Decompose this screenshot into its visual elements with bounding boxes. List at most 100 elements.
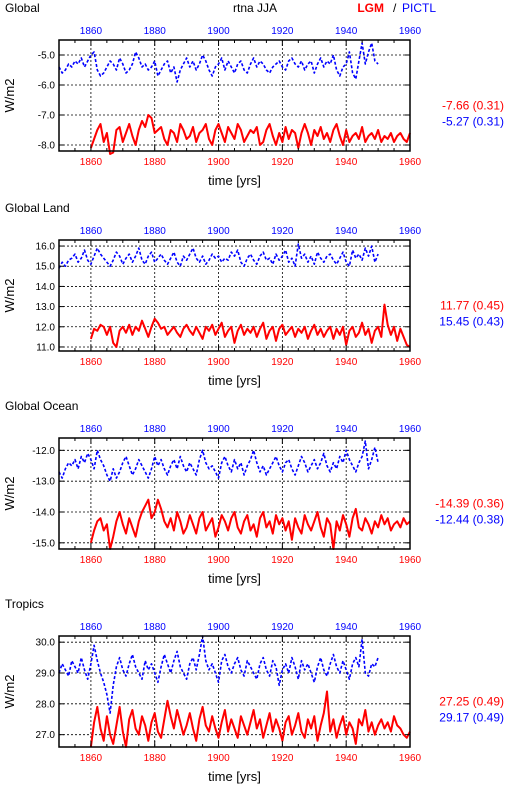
y-tick-label: 13.0 — [36, 302, 56, 313]
x-tick-label-bottom: 1960 — [399, 357, 422, 368]
x-tick-label-bottom: 1880 — [144, 555, 167, 566]
x-tick-label-top: 1880 — [144, 226, 167, 237]
lgm-series-line — [89, 498, 411, 550]
x-tick-label-top: 1940 — [335, 424, 358, 435]
y-tick-label: 29.0 — [36, 669, 56, 680]
y-tick-label: 11.0 — [36, 342, 55, 353]
panel-3: Global Ocean -12.0 -13.0 -14.0 -15.0 1860 1880… — [2, 399, 504, 586]
y-tick-label: 16.0 — [36, 242, 56, 253]
pictl-stat-label: -12.44 (0.38) — [435, 513, 504, 527]
pictl-series-line — [58, 440, 379, 483]
x-tick-label-bottom: 1860 — [80, 753, 103, 764]
panel-title: Global Ocean — [5, 399, 78, 413]
x-axis-label: time [yrs] — [208, 571, 261, 586]
y-tick-label: 14.0 — [36, 282, 56, 293]
x-tick-label-bottom: 1860 — [80, 357, 103, 368]
y-tick-label: -6.0 — [38, 81, 56, 92]
y-tick-label: -13.0 — [32, 477, 55, 488]
pictl-stat-label: -5.27 (0.31) — [442, 115, 504, 129]
x-tick-label-top: 1900 — [207, 424, 230, 435]
x-tick-label-top: 1920 — [271, 226, 294, 237]
y-tick-label: -12.0 — [32, 446, 55, 457]
x-axis-label: time [yrs] — [208, 769, 261, 784]
y-tick-label: -7.0 — [38, 111, 56, 122]
y-axis-label: W/m2 — [2, 279, 17, 313]
y-tick-label: 12.0 — [36, 322, 56, 333]
x-tick-label-bottom: 1880 — [144, 357, 167, 368]
x-tick-label-bottom: 1960 — [399, 555, 422, 566]
lgm-series-line — [89, 303, 411, 348]
x-tick-label-bottom: 1920 — [271, 753, 294, 764]
x-tick-label-top: 1900 — [207, 26, 230, 37]
x-tick-label-top: 1900 — [207, 226, 230, 237]
x-tick-label-bottom: 1940 — [335, 357, 358, 368]
figure-header: Global rtna JJA LGM / PICTL — [5, 1, 436, 15]
x-tick-label-top: 1920 — [271, 424, 294, 435]
y-tick-label: 15.0 — [36, 262, 56, 273]
y-axis-label: W/m2 — [2, 79, 17, 113]
x-axis-label: time [yrs] — [208, 173, 261, 188]
panel-2: Global Land 16.0 15.0 14.0 13.0 12.0 11.0 1860 1… — [2, 201, 504, 388]
x-tick-label-top: 1960 — [399, 226, 422, 237]
x-tick-label-bottom: 1900 — [207, 157, 230, 168]
panel-1: -5.0 -6.0 -7.0 -8.0 1860 1880 1900 1920 1940 1960… — [2, 26, 504, 188]
x-tick-label-top: 1880 — [144, 26, 167, 37]
x-tick-label-top: 1860 — [80, 226, 103, 237]
lgm-stat-label: 11.77 (0.45) — [440, 299, 504, 313]
x-tick-label-bottom: 1940 — [335, 753, 358, 764]
lgm-series-line — [89, 690, 411, 748]
lgm-stat-label: 27.25 (0.49) — [439, 695, 504, 709]
panels: -5.0 -6.0 -7.0 -8.0 1860 1880 1900 1920 1940 1960… — [2, 26, 504, 784]
x-tick-label-top: 1960 — [399, 424, 422, 435]
x-axis-label: time [yrs] — [208, 373, 261, 388]
pictl-series-line — [58, 635, 379, 714]
pictl-stat-label: 15.45 (0.43) — [439, 315, 504, 329]
panel-title: Tropics — [5, 597, 44, 611]
x-tick-label-top: 1860 — [80, 26, 103, 37]
x-tick-label-top: 1940 — [335, 622, 358, 633]
legend-label-lgm: LGM — [357, 1, 384, 15]
x-tick-label-top: 1920 — [271, 622, 294, 633]
lgm-stat-label: -7.66 (0.31) — [442, 99, 504, 113]
x-tick-label-top: 1960 — [399, 26, 422, 37]
x-tick-label-bottom: 1900 — [207, 357, 230, 368]
variable-label: rtna JJA — [233, 1, 277, 15]
panel-4: Tropics 30.0 29.0 28.0 27.0 1860 1880 1900 1920 1… — [2, 597, 504, 784]
x-tick-label-bottom: 1960 — [399, 157, 422, 168]
pictl-series-line — [58, 243, 379, 269]
x-tick-label-bottom: 1920 — [271, 357, 294, 368]
x-tick-label-top: 1880 — [144, 622, 167, 633]
x-tick-label-bottom: 1860 — [80, 157, 103, 168]
x-tick-label-bottom: 1880 — [144, 753, 167, 764]
y-tick-label: -5.0 — [38, 51, 56, 62]
pictl-series-line — [58, 42, 379, 83]
x-tick-label-top: 1880 — [144, 424, 167, 435]
x-tick-label-top: 1920 — [271, 26, 294, 37]
y-axis-label: W/m2 — [2, 477, 17, 511]
x-tick-label-top: 1860 — [80, 424, 103, 435]
pictl-stat-label: 29.17 (0.49) — [439, 711, 504, 725]
y-tick-label: -8.0 — [38, 141, 56, 152]
x-tick-label-top: 1940 — [335, 226, 358, 237]
x-tick-label-bottom: 1920 — [271, 157, 294, 168]
x-tick-label-top: 1860 — [80, 622, 103, 633]
x-tick-label-bottom: 1880 — [144, 157, 167, 168]
x-tick-label-bottom: 1900 — [207, 555, 230, 566]
y-tick-label: 30.0 — [36, 638, 56, 649]
y-tick-label: 28.0 — [36, 699, 56, 710]
x-tick-label-bottom: 1860 — [80, 555, 103, 566]
x-tick-label-top: 1900 — [207, 622, 230, 633]
y-tick-label: 27.0 — [36, 730, 56, 741]
x-tick-label-top: 1960 — [399, 622, 422, 633]
legend-separator: / — [393, 1, 397, 15]
x-tick-label-bottom: 1900 — [207, 753, 230, 764]
lgm-stat-label: -14.39 (0.36) — [435, 497, 504, 511]
y-tick-label: -15.0 — [32, 538, 55, 549]
y-axis-label: W/m2 — [2, 675, 17, 709]
y-tick-label: -14.0 — [32, 508, 55, 519]
x-tick-label-bottom: 1940 — [335, 555, 358, 566]
x-tick-label-top: 1940 — [335, 26, 358, 37]
x-tick-label-bottom: 1940 — [335, 157, 358, 168]
panel-title: Global — [5, 1, 40, 15]
